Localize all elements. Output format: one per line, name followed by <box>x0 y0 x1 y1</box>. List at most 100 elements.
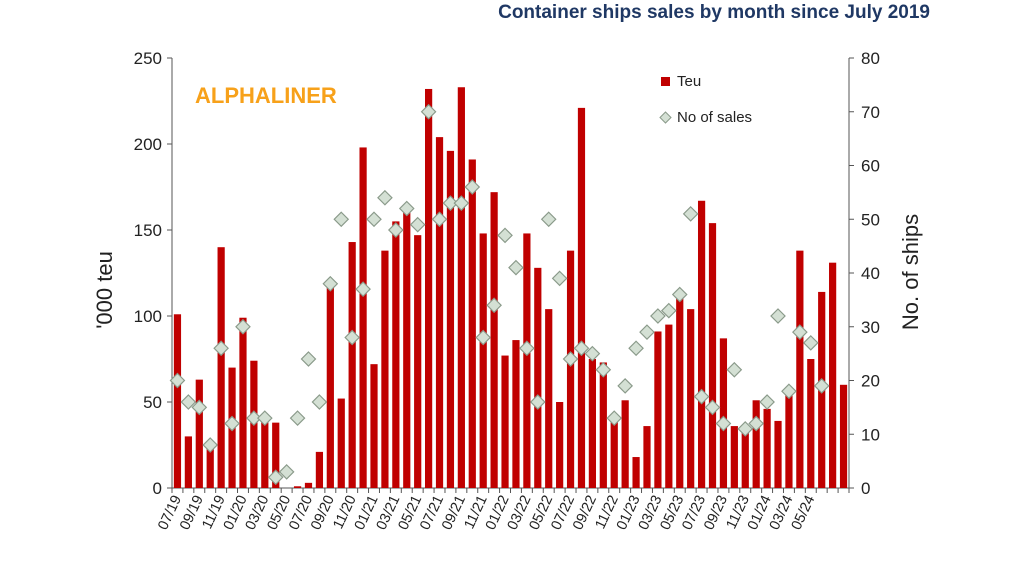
legend-marker-sales <box>659 111 672 124</box>
y2-tick-label: 0 <box>861 479 870 498</box>
sales-marker <box>180 394 197 410</box>
sales-marker <box>300 351 317 367</box>
teu-bar <box>315 451 324 488</box>
teu-bar <box>577 107 586 488</box>
teu-bar <box>272 422 280 488</box>
watermark: ALPHALINER <box>195 83 337 108</box>
legend-swatch-teu <box>661 77 670 86</box>
teu-bar <box>621 400 629 488</box>
y2-tick-label: 50 <box>861 210 880 229</box>
teu-bar <box>239 317 247 488</box>
y-tick-label: 200 <box>134 135 162 154</box>
sales-marker <box>289 410 306 426</box>
teu-bar <box>676 295 684 488</box>
teu-bar <box>446 150 455 488</box>
chart-title: Container ships sales by month since Jul… <box>498 2 930 23</box>
sales-marker <box>344 329 361 346</box>
sales-marker <box>398 200 415 217</box>
teu-bar <box>741 426 749 488</box>
teu-bar <box>173 314 182 488</box>
sales-marker <box>781 383 797 400</box>
teu-bar <box>184 436 192 488</box>
sales-marker <box>169 372 186 389</box>
teu-bar <box>359 147 367 488</box>
teu-bar <box>719 338 728 488</box>
sales-marker <box>246 410 262 426</box>
sales-marker <box>813 378 830 394</box>
teu-bar <box>490 192 498 488</box>
sales-marker <box>256 410 273 426</box>
teu-bar <box>599 362 607 488</box>
y2-tick-label: 60 <box>861 157 880 176</box>
sales-marker <box>770 308 786 324</box>
sales-marker <box>431 211 448 228</box>
y2-tick-label: 10 <box>861 425 880 444</box>
legend-label-sales: No of sales <box>677 109 752 126</box>
y2-tick-label: 20 <box>861 372 880 391</box>
sales-marker <box>377 189 393 206</box>
sales-marker <box>191 399 208 416</box>
y2-tick-label: 70 <box>861 103 880 122</box>
teu-bar <box>512 340 520 488</box>
sales-marker <box>595 361 612 378</box>
teu-bar <box>643 426 651 488</box>
sales-marker <box>497 227 513 244</box>
sales-marker <box>693 388 710 405</box>
teu-bar <box>261 414 269 488</box>
sales-marker <box>519 340 535 357</box>
teu-bar <box>425 88 433 489</box>
sales-marker <box>333 211 350 228</box>
teu-bar <box>501 355 509 488</box>
teu-bar <box>479 233 487 488</box>
legend: Teu No of sales <box>659 73 752 126</box>
sales-marker <box>726 361 743 378</box>
teu-bar <box>588 359 596 488</box>
teu-bar <box>403 207 411 488</box>
teu-bar <box>370 364 378 488</box>
sales-marker <box>311 394 328 410</box>
y-tick-label: 50 <box>143 393 162 412</box>
teu-bar <box>829 262 837 488</box>
sales-marker <box>671 286 688 303</box>
sales-marker <box>442 195 459 211</box>
teu-bar <box>392 221 400 488</box>
sales-marker <box>322 275 339 292</box>
y2-axis-title: No. of ships <box>898 214 923 330</box>
sales-marker <box>267 469 284 486</box>
teu-bar <box>468 159 476 489</box>
sales-marker <box>715 415 732 432</box>
teu-bar <box>337 398 345 488</box>
teu-bar <box>610 417 618 488</box>
sales-markers <box>169 103 830 486</box>
teu-bar <box>665 324 673 488</box>
sales-marker <box>737 421 754 437</box>
y-tick-label: 100 <box>134 307 162 326</box>
teu-bar <box>348 242 356 488</box>
teu-bar <box>545 309 553 488</box>
sales-marker <box>508 259 524 276</box>
sales-marker <box>202 437 219 453</box>
teu-bars <box>173 87 848 489</box>
teu-bar <box>217 247 225 488</box>
teu-bar <box>435 137 444 488</box>
sales-marker <box>573 340 590 357</box>
teu-bar <box>534 267 542 488</box>
teu-bar <box>326 283 334 488</box>
sales-marker <box>540 211 557 228</box>
sales-marker <box>802 335 819 351</box>
teu-bar <box>195 379 203 488</box>
y-tick-label: 0 <box>153 479 162 498</box>
teu-bar <box>414 235 422 488</box>
y-tick-label: 150 <box>134 221 162 240</box>
sales-marker <box>486 297 502 314</box>
sales-marker <box>235 318 251 335</box>
teu-bar <box>763 408 771 488</box>
sales-marker <box>617 378 634 394</box>
teu-bar <box>697 200 706 488</box>
sales-marker <box>792 324 808 340</box>
sales-marker <box>606 410 623 426</box>
sales-marker <box>639 324 655 340</box>
sales-marker <box>704 399 721 416</box>
y-axis-title: '000 teu <box>92 251 117 329</box>
y2-tick-label: 30 <box>861 318 880 337</box>
